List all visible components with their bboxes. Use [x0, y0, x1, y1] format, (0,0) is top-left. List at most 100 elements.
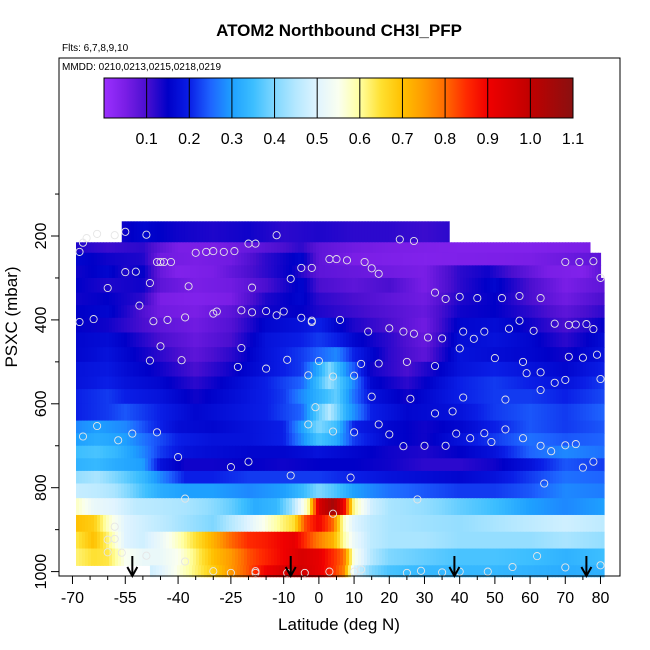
heat-cell: [400, 252, 404, 266]
sample-point: [121, 268, 130, 277]
heat-cell: [265, 403, 269, 422]
heat-cell: [286, 376, 290, 390]
heat-cell: [433, 292, 437, 306]
heat-cell: [325, 347, 329, 363]
heat-cell: [208, 514, 212, 533]
heat-cell: [484, 376, 488, 390]
heat-cell: [286, 252, 290, 266]
heat-cell: [416, 565, 421, 578]
heat-cell: [214, 389, 218, 405]
heat-cell: [409, 361, 413, 378]
heat-cell: [542, 565, 547, 578]
heat-cell: [205, 305, 209, 319]
heat-cell: [334, 420, 338, 434]
sample-point: [564, 352, 573, 361]
heat-cell: [121, 483, 125, 499]
sample-point: [455, 344, 464, 353]
heat-cell: [598, 458, 602, 472]
heat-cell: [526, 498, 530, 516]
heat-cell: [175, 332, 179, 348]
heat-cell: [151, 403, 155, 422]
heat-cell: [250, 347, 254, 363]
heat-cell: [172, 317, 176, 334]
heat-cell: [556, 403, 560, 422]
heat-cell: [151, 221, 156, 243]
heat-cell: [226, 403, 230, 422]
heat-cell: [118, 376, 122, 390]
heat-cell: [160, 389, 164, 405]
heat-cell: [316, 483, 320, 499]
heat-cell: [358, 458, 362, 472]
heat-cell: [331, 420, 335, 434]
heat-cell: [565, 277, 569, 294]
heat-cell: [568, 420, 572, 434]
heat-cell: [478, 420, 482, 434]
heat-cell: [307, 277, 311, 294]
sample-point: [110, 522, 119, 531]
heat-cell: [151, 347, 155, 363]
heat-cell: [235, 445, 239, 459]
heat-cell: [166, 292, 170, 306]
heat-cell: [232, 445, 236, 459]
heat-cell: [583, 403, 587, 422]
heat-cell: [484, 514, 488, 533]
heat-cell: [178, 292, 182, 306]
heat-cell: [574, 292, 578, 306]
heat-cell: [364, 420, 368, 434]
heat-cell: [505, 531, 509, 550]
heat-cell: [100, 433, 104, 447]
heat-cell: [85, 361, 89, 378]
heat-cell: [166, 376, 170, 390]
heat-cell: [532, 292, 536, 306]
heat-cell: [478, 445, 482, 459]
heat-cell: [241, 265, 245, 279]
heat-cell: [193, 317, 197, 334]
heat-cell: [250, 277, 254, 294]
colorbar-frame: [103, 77, 574, 119]
heat-cell: [226, 265, 230, 279]
heat-cell: [406, 292, 410, 306]
heat-cell: [349, 292, 353, 306]
heat-cell: [388, 277, 392, 294]
heat-cell: [271, 347, 275, 363]
heat-cell: [271, 470, 275, 485]
heat-cell: [118, 470, 122, 485]
heat-cell: [91, 389, 95, 405]
heat-cell: [589, 403, 593, 422]
sample-point: [121, 227, 130, 236]
heat-cell: [472, 548, 476, 566]
heat-cell: [253, 433, 257, 447]
heat-cell: [388, 242, 392, 254]
heat-cell: [187, 420, 191, 434]
heat-cell: [457, 242, 461, 254]
heat-cell: [103, 514, 107, 533]
heat-cell: [253, 305, 257, 319]
heat-cell: [272, 565, 277, 578]
heat-cell: [364, 305, 368, 319]
heat-cell: [100, 548, 104, 566]
heat-cell: [535, 361, 539, 378]
heat-cell: [106, 265, 110, 279]
heat-cell: [550, 445, 554, 459]
sample-point: [578, 353, 587, 362]
heat-cell: [601, 277, 605, 294]
heat-cell: [466, 332, 470, 348]
heat-cell: [163, 317, 167, 334]
heat-cell: [367, 265, 371, 279]
heat-cell: [403, 305, 407, 319]
heat-cell: [178, 458, 182, 472]
heat-cell: [532, 305, 536, 319]
x-tick-label: 30: [416, 590, 434, 607]
heat-cell: [358, 347, 362, 363]
heat-cell: [76, 376, 80, 390]
heat-cell: [472, 361, 476, 378]
heat-cell: [406, 277, 410, 294]
heat-cell: [424, 548, 428, 566]
heat-cell: [310, 252, 314, 266]
heat-cell: [166, 458, 170, 472]
heat-cell: [169, 445, 173, 459]
heat-cell: [418, 221, 423, 243]
heat-cell: [547, 514, 551, 533]
heat-cell: [439, 458, 443, 472]
heat-cell: [184, 389, 188, 405]
